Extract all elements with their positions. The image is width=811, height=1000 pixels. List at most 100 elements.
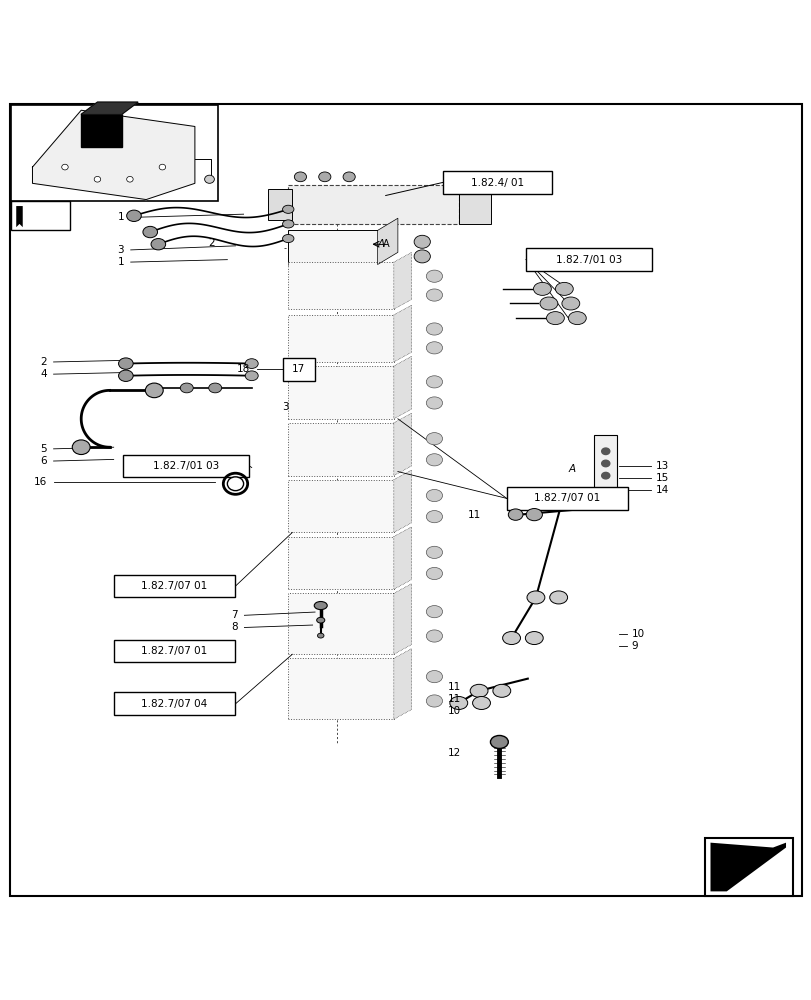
Ellipse shape — [282, 220, 294, 228]
Ellipse shape — [533, 282, 551, 295]
Bar — [526, 248, 651, 271]
Ellipse shape — [426, 489, 442, 502]
Ellipse shape — [94, 176, 101, 182]
Ellipse shape — [72, 440, 90, 455]
Ellipse shape — [426, 546, 442, 558]
Ellipse shape — [151, 239, 165, 250]
Bar — [288, 366, 393, 419]
Ellipse shape — [208, 383, 221, 393]
Bar — [11, 201, 70, 230]
Bar — [594, 435, 616, 508]
Bar — [288, 423, 393, 476]
Text: 14: 14 — [655, 485, 668, 495]
Text: 3: 3 — [282, 402, 289, 412]
Text: 1: 1 — [118, 212, 124, 222]
Text: 13: 13 — [655, 461, 668, 471]
Ellipse shape — [316, 617, 324, 623]
Ellipse shape — [319, 172, 331, 182]
Ellipse shape — [245, 359, 258, 368]
Text: 15: 15 — [655, 473, 668, 483]
Text: 5: 5 — [41, 444, 47, 454]
Text: 18: 18 — [237, 364, 250, 374]
Polygon shape — [393, 470, 411, 532]
Bar — [506, 487, 628, 510]
Bar — [11, 105, 218, 201]
Text: 1.82.7/07 04: 1.82.7/07 04 — [141, 699, 208, 709]
Bar — [123, 455, 249, 477]
Ellipse shape — [470, 684, 487, 697]
Ellipse shape — [426, 289, 442, 301]
Bar — [114, 575, 235, 597]
Polygon shape — [393, 584, 411, 654]
Ellipse shape — [317, 633, 324, 638]
Ellipse shape — [426, 270, 442, 282]
Text: 2: 2 — [208, 238, 214, 248]
Ellipse shape — [426, 342, 442, 354]
Text: 11: 11 — [448, 682, 461, 692]
Text: 1.82.7/07 01: 1.82.7/07 01 — [141, 646, 208, 656]
Bar — [288, 262, 393, 309]
Ellipse shape — [546, 312, 564, 325]
Ellipse shape — [539, 297, 557, 310]
Bar — [268, 189, 292, 220]
Polygon shape — [393, 413, 411, 476]
Ellipse shape — [601, 448, 609, 455]
Text: 11: 11 — [467, 510, 480, 520]
Text: 2: 2 — [41, 357, 47, 367]
Text: 7: 7 — [231, 610, 238, 620]
Ellipse shape — [426, 511, 442, 523]
Polygon shape — [393, 649, 411, 719]
Ellipse shape — [143, 226, 157, 238]
Ellipse shape — [490, 735, 508, 748]
Polygon shape — [81, 114, 122, 147]
Polygon shape — [377, 218, 397, 265]
Ellipse shape — [426, 433, 442, 445]
Ellipse shape — [145, 383, 163, 398]
Ellipse shape — [204, 175, 214, 183]
Ellipse shape — [601, 472, 609, 479]
Polygon shape — [393, 252, 411, 309]
Bar — [458, 185, 491, 224]
Text: 1.82.7/07 01: 1.82.7/07 01 — [141, 581, 208, 591]
Ellipse shape — [127, 210, 141, 221]
Ellipse shape — [118, 358, 133, 369]
Ellipse shape — [282, 205, 294, 213]
Text: 10: 10 — [448, 706, 461, 716]
Ellipse shape — [502, 632, 520, 645]
Ellipse shape — [426, 630, 442, 642]
Ellipse shape — [426, 606, 442, 618]
Ellipse shape — [525, 632, 543, 645]
Ellipse shape — [492, 684, 510, 697]
Polygon shape — [32, 110, 195, 200]
Ellipse shape — [118, 370, 133, 381]
Polygon shape — [393, 305, 411, 362]
Text: 17: 17 — [292, 364, 305, 374]
Ellipse shape — [601, 460, 609, 467]
Text: 1.82.7/01 03: 1.82.7/01 03 — [556, 255, 621, 265]
Bar — [288, 537, 393, 589]
Bar — [114, 640, 235, 662]
Ellipse shape — [342, 172, 354, 182]
Ellipse shape — [426, 376, 442, 388]
Polygon shape — [16, 206, 23, 227]
Ellipse shape — [414, 250, 430, 263]
Ellipse shape — [568, 312, 586, 325]
Ellipse shape — [555, 282, 573, 295]
Text: 4: 4 — [41, 369, 47, 379]
Ellipse shape — [227, 477, 243, 491]
Bar — [288, 480, 393, 532]
Text: 12: 12 — [448, 748, 461, 758]
Ellipse shape — [561, 297, 579, 310]
Ellipse shape — [245, 371, 258, 381]
Bar — [442, 171, 551, 194]
Bar — [288, 315, 393, 362]
Ellipse shape — [127, 176, 133, 182]
Bar — [282, 358, 315, 381]
Polygon shape — [393, 527, 411, 589]
Ellipse shape — [426, 695, 442, 707]
Ellipse shape — [180, 383, 193, 393]
Polygon shape — [710, 843, 785, 891]
Ellipse shape — [426, 454, 442, 466]
Ellipse shape — [282, 234, 294, 243]
Text: A: A — [377, 239, 384, 249]
